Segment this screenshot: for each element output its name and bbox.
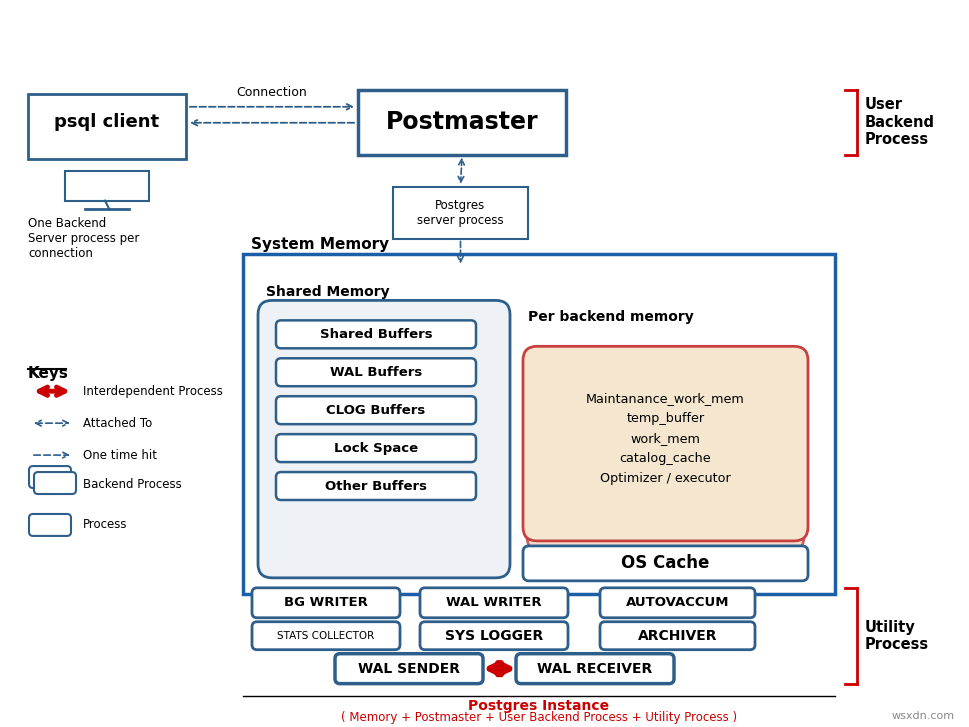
Text: WAL Buffers: WAL Buffers [329,366,422,379]
Text: Postmaster: Postmaster [386,111,539,134]
FancyBboxPatch shape [243,254,835,594]
Text: Lock Space: Lock Space [334,441,418,454]
Text: Utility
Process: Utility Process [865,619,929,652]
Text: Other Buffers: Other Buffers [325,480,427,492]
Text: psql client: psql client [54,113,160,132]
Text: wsxdn.com: wsxdn.com [891,710,955,720]
Text: Per backend memory: Per backend memory [528,310,694,324]
Text: One Backend
Server process per
connection: One Backend Server process per connectio… [28,217,140,260]
Text: OS Cache: OS Cache [621,555,709,572]
FancyBboxPatch shape [523,346,808,541]
FancyBboxPatch shape [276,358,476,386]
FancyBboxPatch shape [276,321,476,348]
Text: Postgres Instance: Postgres Instance [468,699,610,712]
Text: ARCHIVER: ARCHIVER [638,629,717,643]
FancyBboxPatch shape [65,171,149,201]
FancyBboxPatch shape [28,94,186,158]
FancyBboxPatch shape [358,90,566,155]
Text: WAL WRITER: WAL WRITER [446,596,542,609]
FancyBboxPatch shape [516,654,674,683]
Text: SYS LOGGER: SYS LOGGER [445,629,544,643]
Text: WAL RECEIVER: WAL RECEIVER [538,662,653,675]
FancyBboxPatch shape [276,434,476,462]
FancyBboxPatch shape [276,472,476,500]
FancyBboxPatch shape [335,654,483,683]
Text: BG WRITER: BG WRITER [284,596,368,609]
Text: Interdependent Process: Interdependent Process [83,385,223,398]
Text: ( Memory + Postmaster + User Backend Process + Utility Process ): ( Memory + Postmaster + User Backend Pro… [341,710,737,723]
Text: Connection: Connection [236,86,307,99]
FancyBboxPatch shape [600,588,755,618]
FancyBboxPatch shape [276,396,476,424]
FancyBboxPatch shape [523,546,808,581]
FancyBboxPatch shape [600,622,755,650]
Text: Process: Process [83,518,128,531]
Text: WAL SENDER: WAL SENDER [358,662,460,675]
Text: Backend Process: Backend Process [83,478,182,491]
Text: Maintanance_work_mem
temp_buffer
work_mem
catalog_cache
Optimizer / executor: Maintanance_work_mem temp_buffer work_me… [586,392,745,485]
Text: STATS COLLECTOR: STATS COLLECTOR [277,631,375,640]
FancyBboxPatch shape [420,588,568,618]
FancyBboxPatch shape [252,588,400,618]
FancyBboxPatch shape [527,356,804,551]
Text: One time hit: One time hit [83,449,157,462]
Text: Shared Buffers: Shared Buffers [320,328,432,341]
Text: System Memory: System Memory [251,238,390,252]
Text: User
Backend
Process: User Backend Process [865,97,935,147]
Text: Attached To: Attached To [83,417,152,430]
Text: Shared Memory: Shared Memory [266,286,390,300]
FancyBboxPatch shape [258,300,510,578]
Text: Postgres
server process: Postgres server process [418,198,504,227]
FancyBboxPatch shape [420,622,568,650]
Text: CLOG Buffers: CLOG Buffers [327,403,425,417]
FancyBboxPatch shape [393,187,528,238]
FancyBboxPatch shape [34,472,76,494]
FancyBboxPatch shape [252,622,400,650]
Text: Keys: Keys [28,366,69,381]
Text: AUTOVACCUM: AUTOVACCUM [626,596,730,609]
FancyBboxPatch shape [29,466,71,488]
FancyBboxPatch shape [29,514,71,536]
FancyBboxPatch shape [530,364,800,559]
